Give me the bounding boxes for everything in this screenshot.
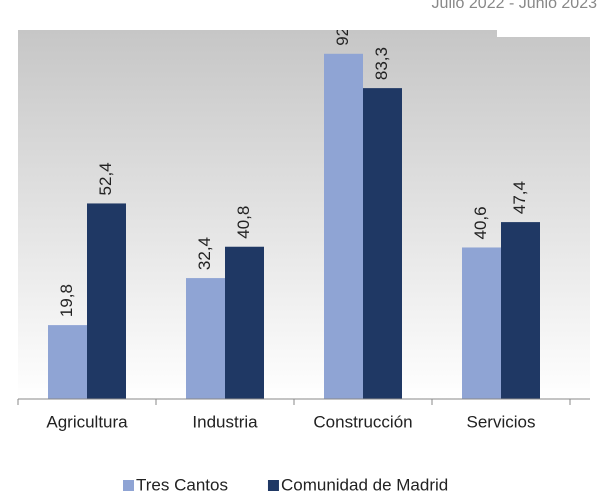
value-label: 19,8 bbox=[57, 284, 76, 317]
value-label: 32,4 bbox=[195, 237, 214, 270]
legend-label: Comunidad de Madrid bbox=[281, 475, 448, 494]
value-label: 47,4 bbox=[510, 181, 529, 214]
legend-label: Tres Cantos bbox=[136, 475, 228, 494]
value-label: 40,8 bbox=[234, 206, 253, 239]
value-label: 40,6 bbox=[471, 206, 490, 239]
legend-swatch bbox=[267, 480, 279, 491]
x-tick-label: Agricultura bbox=[46, 412, 128, 431]
value-label: 92,5 bbox=[333, 13, 352, 46]
x-tick-label: Construcción bbox=[313, 412, 412, 431]
bar bbox=[48, 325, 87, 399]
x-tick-label: Industria bbox=[192, 412, 258, 431]
bar bbox=[363, 88, 402, 399]
legend-swatch bbox=[123, 480, 134, 491]
bar bbox=[462, 247, 501, 399]
x-tick-label: Servicios bbox=[467, 412, 536, 431]
value-label: 83,3 bbox=[372, 47, 391, 80]
bar bbox=[225, 246, 264, 399]
bar bbox=[324, 53, 363, 399]
bars: 19,8 52,4 32,4 40,8 92,5 83,3 40,6 47,4 bbox=[48, 13, 540, 399]
chart-subtitle: Julio 2022 - Junio 2023 bbox=[432, 0, 598, 12]
plot-corner bbox=[497, 30, 590, 37]
bar bbox=[186, 278, 225, 399]
bar bbox=[87, 203, 126, 399]
value-label: 52,4 bbox=[96, 162, 115, 195]
bar bbox=[501, 222, 540, 399]
